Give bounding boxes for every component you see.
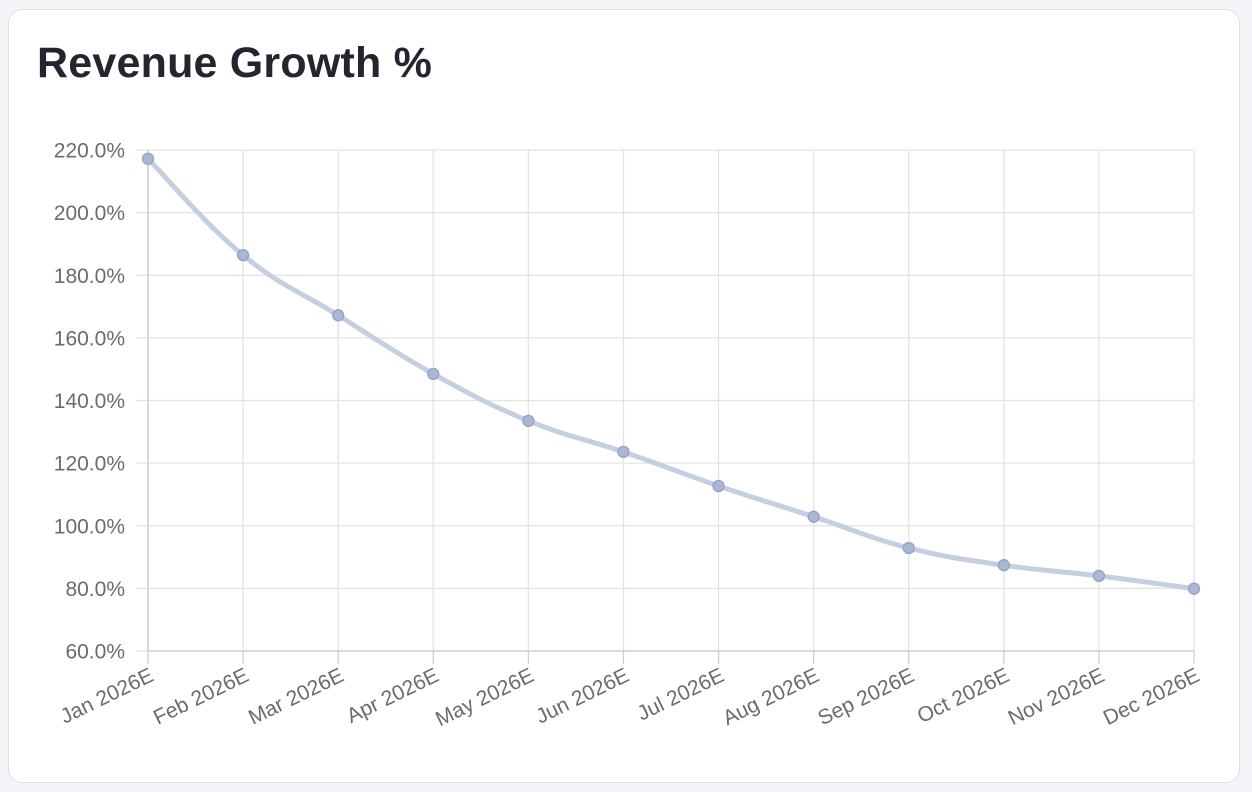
data-point[interactable] xyxy=(1092,569,1106,582)
chart-title: Revenue Growth % xyxy=(37,39,433,87)
data-point[interactable] xyxy=(332,309,345,322)
x-tick-label: Jan 2026E xyxy=(57,664,157,729)
x-tick-label: Oct 2026E xyxy=(914,664,1013,728)
x-tick-label: Sep 2026E xyxy=(814,664,918,730)
x-tick-label: Apr 2026E xyxy=(343,664,442,728)
y-tick-label: 120.0% xyxy=(54,453,125,476)
y-tick-label: 180.0% xyxy=(54,265,125,288)
data-point[interactable] xyxy=(522,414,535,428)
x-tick-label: Dec 2026E xyxy=(1100,664,1203,730)
data-point[interactable] xyxy=(1187,582,1201,595)
data-point[interactable] xyxy=(902,541,915,555)
x-tick-label: Feb 2026E xyxy=(150,664,252,730)
data-series xyxy=(141,152,1201,595)
x-tick-label: Jul 2026E xyxy=(634,664,728,726)
x-tick-label: Nov 2026E xyxy=(1005,664,1108,730)
y-tick-label: 80.0% xyxy=(65,578,125,601)
x-tick-label: Mar 2026E xyxy=(245,664,347,730)
y-tick-label: 140.0% xyxy=(54,390,125,413)
y-tick-label: 160.0% xyxy=(54,327,125,350)
y-tick-label: 60.0% xyxy=(65,641,125,664)
data-point[interactable] xyxy=(141,152,155,165)
data-point[interactable] xyxy=(807,510,820,523)
grid-lines xyxy=(147,149,1195,652)
x-tick-label: Aug 2026E xyxy=(719,664,823,730)
data-point[interactable] xyxy=(712,479,725,493)
data-point[interactable] xyxy=(427,367,440,381)
axes xyxy=(136,149,1195,664)
x-tick-label: Jun 2026E xyxy=(532,664,632,729)
data-point[interactable] xyxy=(997,559,1010,572)
x-tick-label: May 2026E xyxy=(432,664,538,731)
y-tick-label: 220.0% xyxy=(54,140,125,163)
data-point[interactable] xyxy=(617,445,630,459)
y-tick-label: 100.0% xyxy=(54,515,125,538)
y-tick-label: 200.0% xyxy=(54,202,125,225)
data-point[interactable] xyxy=(236,249,250,262)
y-tick-labels: 60.0% 80.0% 100.0% 120.0% 140.0% 160.0% 180.0%… xyxy=(54,140,125,664)
series-line xyxy=(145,156,1197,592)
